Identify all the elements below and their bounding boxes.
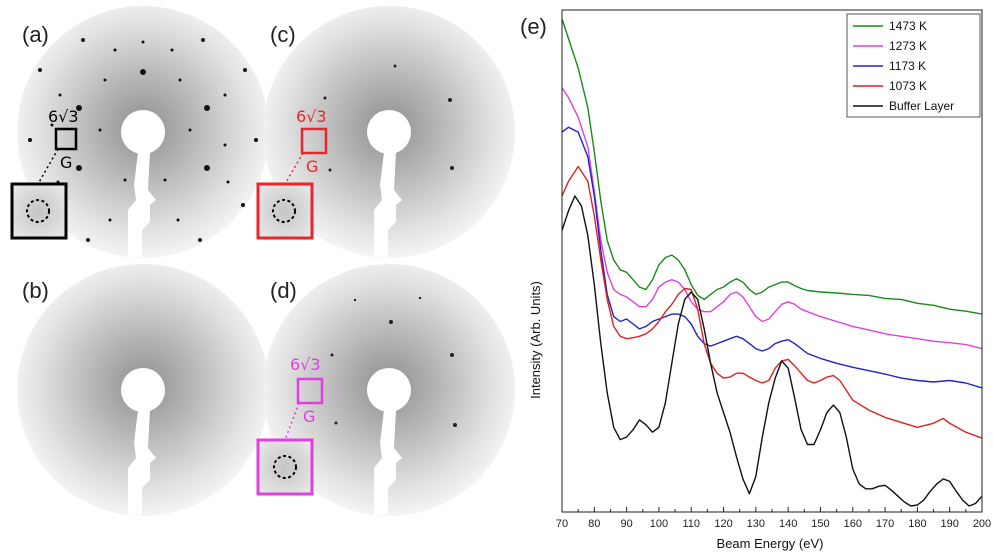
electron-gun-a: [121, 110, 165, 154]
leed-panel-c: (c) 6√3 G: [256, 6, 515, 258]
x-axis-title: Beam Energy (eV): [717, 536, 824, 551]
x-tick-label: 150: [811, 518, 829, 530]
x-tick-label: 140: [779, 518, 797, 530]
y-axis-title: Intensity (Arb. Units): [528, 281, 543, 399]
electron-gun-b: [121, 368, 165, 412]
iv-chart: (e) Intensity (Arb. Units) Beam Energy (…: [520, 9, 991, 551]
sublabel-a: G: [60, 153, 72, 172]
zoom-box-a: [10, 182, 68, 240]
annotation-a: 6√3: [48, 107, 79, 126]
leed-panel-d: (d) 6√3 G: [256, 264, 515, 516]
selection-box-a: [54, 127, 78, 151]
x-tick-label: 120: [714, 518, 732, 530]
x-tick-label: 170: [876, 518, 894, 530]
series-layer: [561, 18, 983, 507]
panel-label-d: (d): [270, 278, 297, 303]
electron-gun-d: [367, 368, 411, 412]
gun-holder-b: [128, 410, 156, 515]
gun-holder-d: [374, 410, 402, 515]
annotation-d: 6√3: [290, 355, 321, 374]
zoom-connector-a: [37, 148, 59, 185]
series-line-1: [561, 87, 983, 350]
zoom-box-c: [256, 182, 314, 240]
x-tick-label: 200: [973, 518, 991, 530]
electron-gun-c: [367, 110, 411, 154]
panel-label-c: (c): [270, 22, 296, 47]
dashed-circle-c: [272, 199, 296, 223]
zoom-box-d: [256, 438, 314, 496]
dashed-circle-a: [26, 199, 50, 223]
legend-label-2: 1173 K: [889, 59, 926, 73]
panel-label-b: (b): [22, 278, 49, 303]
x-ticks: 70 80 90 100 110 120 130 140 150 160 170 180 190 200: [556, 507, 991, 530]
x-tick-label: 80: [588, 518, 600, 530]
selection-box-d: [296, 377, 324, 405]
panel-label-e: (e): [520, 14, 547, 39]
x-tick-label: 70: [556, 518, 568, 530]
gun-holder-c: [374, 152, 402, 257]
x-tick-label: 100: [650, 518, 668, 530]
sublabel-c: G: [306, 157, 318, 176]
panel-label-a: (a): [22, 22, 49, 47]
series-line-2: [561, 126, 983, 389]
gun-holder-a: [128, 152, 156, 257]
selection-box-c: [300, 127, 328, 155]
legend-label-3: 1073 K: [889, 79, 927, 93]
series-line-4: [561, 195, 983, 507]
annotation-c: 6√3: [296, 107, 327, 126]
dashed-circle-d: [273, 455, 297, 479]
leed-panel-b: (b): [17, 264, 269, 516]
leed-panel-a: (a) 6√3 G: [10, 6, 269, 258]
x-tick-label: 110: [682, 518, 700, 530]
x-tick-label: 160: [844, 518, 862, 530]
zoom-connector-c: [284, 152, 304, 185]
legend-label-4: Buffer Layer: [889, 99, 954, 113]
legend-label-1: 1273 K: [889, 39, 927, 53]
x-tick-label: 130: [747, 518, 765, 530]
x-tick-label: 190: [941, 518, 959, 530]
x-tick-label: 180: [908, 518, 926, 530]
x-tick-label: 90: [620, 518, 632, 530]
series-line-3: [561, 165, 983, 439]
legend-label-0: 1473 K: [889, 19, 927, 33]
series-line-0: [561, 18, 983, 315]
zoom-connector-d: [284, 402, 300, 441]
sublabel-d: G: [303, 407, 315, 426]
legend: 1473 K 1273 K 1173 K 1073 K Buffer Layer: [846, 13, 981, 118]
